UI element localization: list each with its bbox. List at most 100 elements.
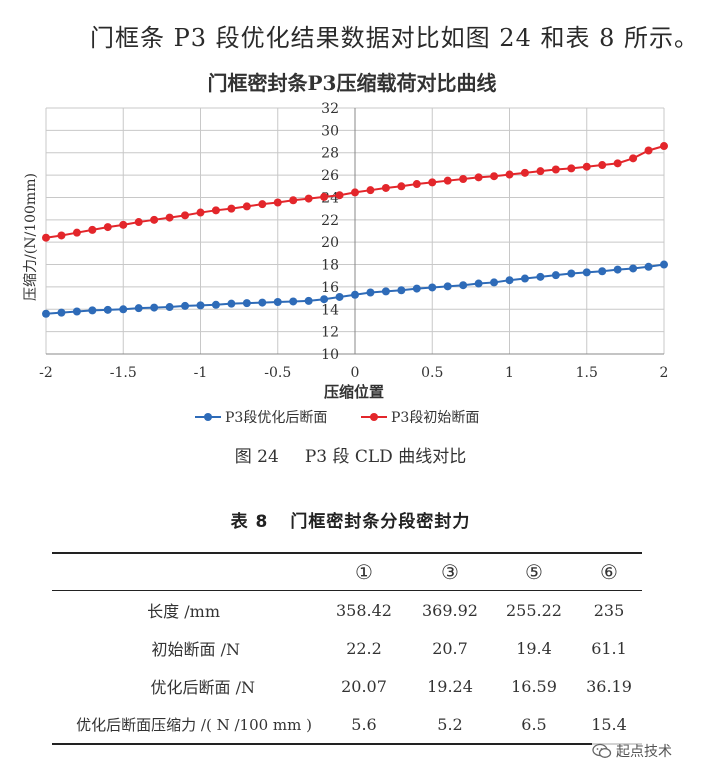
- data-point: [474, 279, 483, 288]
- data-point: [150, 215, 159, 224]
- seal-force-table: ① ③ ⑤ ⑥ 长度 /mm 358.42 369.92 255.22 235 …: [52, 552, 642, 745]
- data-point: [351, 290, 359, 299]
- data-point: [273, 298, 282, 307]
- table-title: 表 8 门框密封条分段密封力: [0, 507, 701, 532]
- data-point: [412, 180, 421, 189]
- y-tick-label: 26: [321, 168, 339, 184]
- table-cell: 22.2: [346, 638, 382, 658]
- data-point: [57, 231, 66, 240]
- data-point: [273, 198, 282, 207]
- chart-legend: P3段优化后断面 P3段初始断面: [195, 409, 479, 426]
- table-cell: 255.22: [506, 600, 562, 620]
- y-tick-label: 28: [321, 146, 339, 162]
- x-tick-label: 1.5: [576, 365, 598, 381]
- data-point: [428, 178, 437, 187]
- data-point: [150, 303, 159, 312]
- x-tick-label: 0.5: [421, 365, 443, 381]
- data-point: [660, 142, 668, 151]
- data-point: [644, 262, 653, 271]
- figure-caption: 图 24 P3 段 CLD 曲线对比: [0, 442, 701, 467]
- y-tick-label: 30: [321, 123, 339, 139]
- table-header-row: ① ③ ⑤ ⑥: [52, 553, 642, 591]
- data-point: [103, 305, 112, 314]
- data-point: [134, 218, 143, 227]
- table-cell: 358.42: [336, 600, 392, 620]
- table-cell: 61.1: [591, 638, 627, 658]
- data-point: [520, 168, 529, 177]
- table-cell: 369.92: [422, 600, 478, 620]
- data-point: [397, 286, 406, 295]
- data-point: [490, 172, 499, 181]
- table-header-cell: ⑤: [525, 560, 543, 584]
- data-point: [351, 188, 359, 197]
- data-point: [181, 301, 190, 310]
- data-point: [629, 154, 638, 163]
- data-point: [443, 176, 452, 185]
- data-point: [381, 183, 390, 192]
- chart-title: 门框密封条P3压缩载荷对比曲线: [208, 71, 497, 95]
- data-point: [660, 260, 668, 269]
- x-tick-label: -1.5: [110, 365, 137, 381]
- data-point: [196, 208, 205, 217]
- table-row: 优化后断面 /N 20.07 19.24 16.59 36.19: [52, 667, 642, 705]
- data-point: [227, 299, 236, 308]
- series-layer: [42, 142, 668, 318]
- table-cell: 20.7: [432, 638, 468, 658]
- row-label: 优化后断面压缩力 /( N /100 mm ): [76, 715, 312, 734]
- x-tick-label: 2: [660, 365, 669, 381]
- data-point: [381, 287, 390, 296]
- row-label: 长度 /mm: [147, 602, 220, 621]
- data-point: [520, 274, 529, 283]
- table-cell: 5.6: [351, 714, 377, 734]
- x-tick-label: 1: [505, 365, 514, 381]
- data-point: [242, 299, 251, 308]
- series-1: [42, 260, 668, 318]
- table-cell: 6.5: [521, 714, 547, 734]
- table-cell: 19.4: [516, 638, 552, 658]
- y-tick-label: 22: [321, 213, 339, 229]
- data-point: [196, 301, 205, 310]
- legend-marker: [370, 413, 378, 421]
- y-tick-label: 20: [321, 235, 339, 251]
- data-point: [335, 191, 344, 200]
- data-point: [289, 196, 298, 205]
- data-point: [258, 298, 267, 307]
- data-point: [88, 306, 97, 315]
- y-tick-label: 16: [321, 280, 339, 296]
- data-point: [304, 194, 313, 203]
- table-row: 优化后断面压缩力 /( N /100 mm ) 5.6 5.2 6.5 15.4: [52, 705, 642, 744]
- data-point: [551, 271, 560, 280]
- y-tick-label: 32: [321, 101, 339, 117]
- data-point: [289, 297, 298, 306]
- data-point: [582, 268, 591, 277]
- table-header-cell: [52, 553, 320, 591]
- y-tick-label: 10: [321, 347, 339, 363]
- data-point: [366, 186, 375, 195]
- table-cell: 16.59: [511, 676, 557, 696]
- data-point: [613, 265, 622, 274]
- data-point: [227, 204, 236, 213]
- row-label: 初始断面 /N: [151, 640, 240, 659]
- data-point: [88, 225, 97, 234]
- watermark: 起点技术: [592, 741, 672, 761]
- table-cell: 36.19: [586, 676, 632, 696]
- data-point: [490, 278, 499, 287]
- data-point: [428, 283, 437, 292]
- legend-label: P3段优化后断面: [225, 410, 327, 426]
- data-point: [165, 213, 174, 222]
- table-number: 表 8: [230, 512, 269, 532]
- data-point: [505, 170, 514, 179]
- data-point: [474, 173, 483, 182]
- chart-grid: [45, 107, 665, 355]
- data-point: [134, 304, 143, 313]
- data-point: [42, 233, 50, 242]
- data-point: [582, 162, 591, 171]
- figure-caption-text: P3 段 CLD 曲线对比: [304, 447, 467, 467]
- data-point: [165, 303, 174, 312]
- wechat-icon: [592, 743, 612, 758]
- data-point: [103, 223, 112, 232]
- data-point: [536, 167, 545, 176]
- data-point: [459, 281, 468, 290]
- table-cell: 20.07: [341, 676, 387, 696]
